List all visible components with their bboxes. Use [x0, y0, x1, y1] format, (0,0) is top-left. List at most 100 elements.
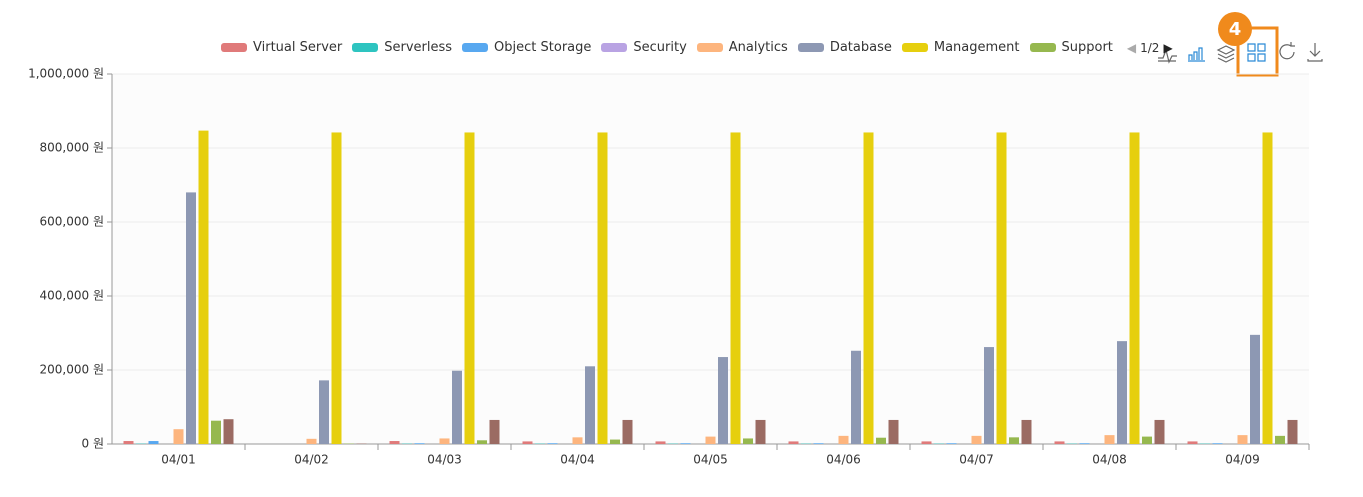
y-tick-label: 200,000 원 — [40, 363, 104, 377]
bar — [414, 443, 425, 444]
bar — [1250, 334, 1260, 444]
legend-swatch — [601, 43, 628, 52]
bar — [439, 438, 450, 444]
bar — [622, 419, 633, 444]
pager-next[interactable]: ▶ — [1163, 40, 1173, 55]
legend-label: Object Storage — [494, 40, 592, 55]
bar — [464, 132, 475, 444]
x-tick-label: 04/07 — [959, 453, 994, 467]
bar — [1079, 443, 1090, 444]
bar — [477, 440, 487, 444]
badge — [1218, 12, 1252, 46]
bar — [863, 132, 874, 444]
legend-item: Virtual Server — [221, 40, 342, 55]
bar — [572, 437, 583, 444]
bar — [888, 419, 899, 444]
bar — [306, 438, 317, 444]
bar — [851, 350, 861, 444]
bar — [921, 441, 932, 444]
legend-pager: ◀ 1/2 ▶ — [1127, 41, 1173, 55]
bar — [1212, 443, 1223, 444]
y-tick-label: 800,000 원 — [40, 141, 104, 155]
bar — [788, 441, 799, 444]
y-tick-label: 400,000 원 — [40, 289, 104, 303]
legend-label: Support — [1061, 40, 1113, 55]
line-icon[interactable] — [1158, 47, 1177, 64]
y-tick-label: 0 원 — [82, 437, 105, 451]
highlight-box — [1236, 26, 1279, 77]
bar — [1142, 436, 1152, 444]
bar — [971, 435, 982, 444]
legend: Virtual Server Serverless Object Storage Se… — [221, 40, 1173, 55]
bar — [148, 441, 159, 444]
bar — [198, 130, 209, 445]
bar — [1275, 435, 1285, 444]
bar — [331, 132, 342, 444]
bar — [838, 435, 849, 444]
legend-label: Virtual Server — [253, 40, 343, 55]
legend-swatch — [221, 43, 247, 52]
bar — [585, 366, 595, 444]
bar — [718, 357, 728, 444]
bar — [984, 347, 994, 444]
tile-icon[interactable] — [1247, 43, 1266, 62]
legend-label: Serverless — [384, 40, 453, 55]
legend-label: Management — [933, 40, 1020, 55]
bar — [1154, 419, 1165, 444]
toolbar — [1158, 42, 1323, 64]
bar — [489, 419, 500, 444]
legend-swatch — [696, 43, 723, 52]
legend-item: Object Storage — [462, 40, 591, 55]
bar — [186, 192, 196, 444]
badge-label: 4 — [1229, 19, 1242, 40]
download-icon[interactable] — [1307, 43, 1323, 62]
pager-label: 1/2 — [1140, 40, 1160, 55]
bar — [1054, 441, 1065, 444]
stack-icon[interactable] — [1216, 45, 1236, 63]
x-tick-label: 04/08 — [1092, 453, 1127, 467]
bar — [1287, 419, 1298, 444]
legend-item: Security — [601, 40, 687, 55]
refresh-icon[interactable] — [1279, 42, 1295, 60]
legend-swatch — [797, 43, 824, 52]
bar — [597, 132, 608, 444]
x-tick-label: 04/05 — [693, 453, 728, 467]
bar — [173, 429, 184, 444]
plot-area — [112, 74, 1309, 444]
bar — [522, 441, 533, 444]
bar — [389, 441, 400, 444]
bar — [946, 443, 957, 444]
bar — [1262, 132, 1273, 444]
legend-label: Analytics — [728, 40, 788, 55]
bar — [680, 443, 691, 444]
bar — [813, 443, 824, 444]
bar — [123, 441, 134, 444]
x-tick-label: 04/01 — [161, 453, 196, 467]
bar — [610, 439, 620, 444]
x-tick-label: 04/03 — [427, 453, 462, 467]
bar-icon[interactable] — [1188, 47, 1205, 62]
bar — [655, 441, 666, 444]
bar — [1129, 132, 1140, 444]
bar — [452, 370, 462, 444]
legend-swatch — [1029, 43, 1056, 52]
x-tick-label: 04/09 — [1225, 453, 1260, 467]
y-tick-label: 1,000,000 원 — [28, 67, 104, 81]
bar — [755, 419, 766, 444]
bar — [876, 437, 886, 444]
bar — [547, 443, 558, 444]
y-tick-label: 600,000 원 — [40, 215, 104, 229]
bar — [1187, 441, 1198, 444]
legend-swatch — [352, 43, 379, 52]
x-tick-label: 04/04 — [560, 453, 595, 467]
pager-prev[interactable]: ◀ — [1126, 40, 1137, 55]
bar — [996, 132, 1007, 444]
bar — [1021, 419, 1032, 444]
legend-swatch — [901, 43, 928, 52]
bar — [730, 132, 741, 444]
legend-swatch — [462, 43, 489, 52]
legend-item: Management — [901, 40, 1020, 55]
x-tick-label: 04/06 — [826, 453, 861, 467]
